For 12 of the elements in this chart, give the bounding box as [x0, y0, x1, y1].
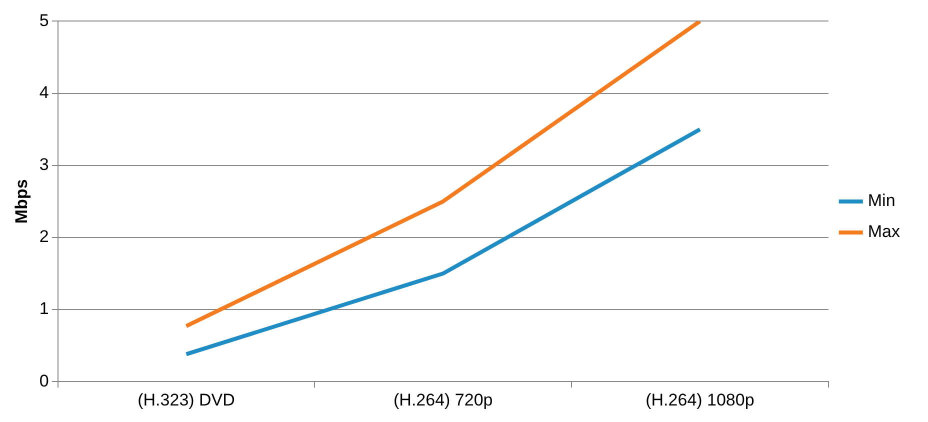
y-tick-label: 2: [39, 227, 49, 246]
y-tick-label: 0: [39, 371, 49, 390]
y-tick-label: 1: [39, 299, 49, 318]
y-tick-label: 5: [39, 10, 49, 30]
y-tick-label: 3: [39, 155, 49, 174]
x-tick-label: (H.323) DVD: [138, 390, 235, 410]
x-tick-label: (H.264) 1080p: [646, 390, 754, 410]
y-axis-title: Mbps: [12, 179, 31, 224]
legend-label: Max: [868, 222, 900, 242]
y-tick-label: 4: [39, 82, 49, 102]
legend-label: Min: [868, 191, 896, 210]
x-tick-label: (H.264) 720p: [394, 390, 493, 410]
